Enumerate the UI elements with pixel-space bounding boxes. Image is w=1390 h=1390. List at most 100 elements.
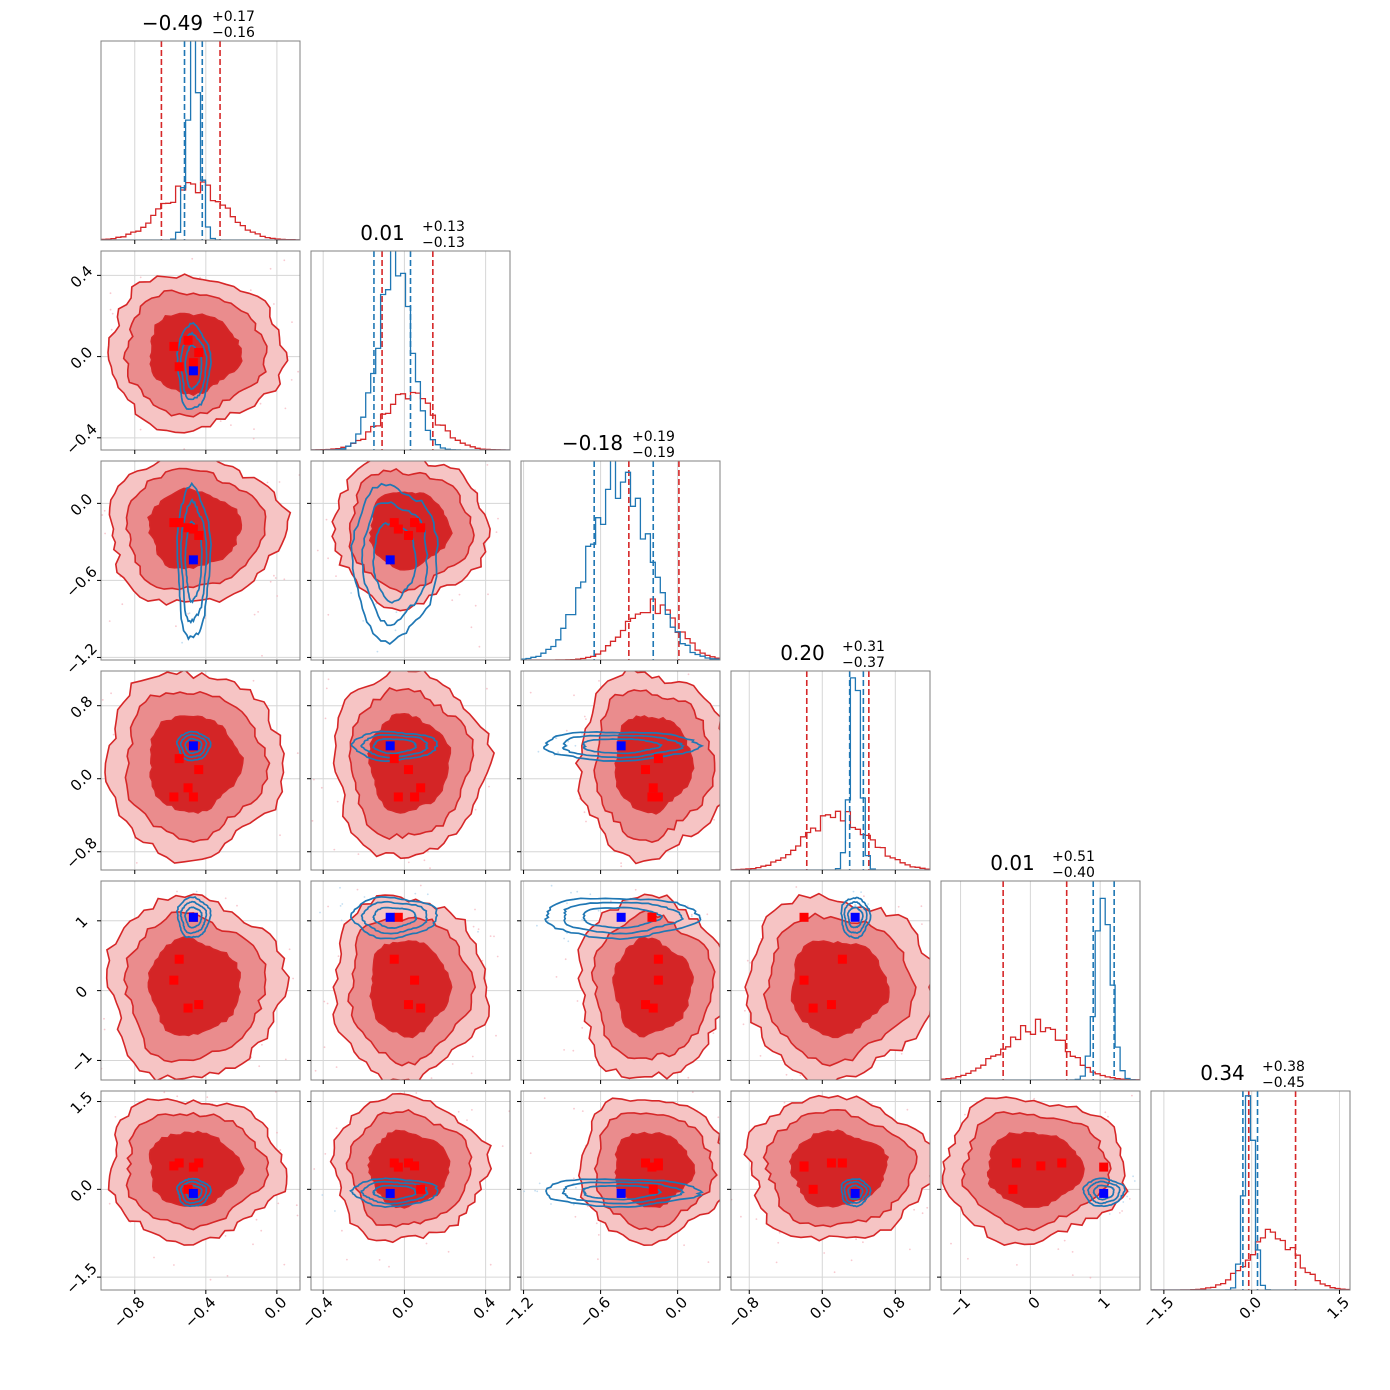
y-tick-label: −1 xyxy=(67,1048,95,1076)
blue-contour xyxy=(840,896,872,939)
scatter-point xyxy=(608,657,610,659)
scatter-point xyxy=(727,760,729,762)
scatter-point xyxy=(277,1202,280,1205)
scatter-point xyxy=(192,663,194,665)
scatter-point xyxy=(573,1107,575,1110)
blue-marker xyxy=(188,555,198,565)
scatter-point xyxy=(722,964,724,966)
red-marker xyxy=(799,912,809,922)
scatter-point xyxy=(224,1235,227,1237)
red-marker xyxy=(403,1000,413,1010)
scatter-point xyxy=(860,891,862,893)
scatter-point xyxy=(573,694,575,697)
scatter-point xyxy=(583,715,586,718)
scatter-point xyxy=(90,488,92,490)
scatter-point xyxy=(415,1092,418,1094)
panel-frame xyxy=(310,670,511,871)
red-marker xyxy=(183,523,193,533)
scatter-point xyxy=(634,888,637,891)
scatter-point xyxy=(219,646,221,648)
red-marker xyxy=(169,792,179,802)
blue-contour xyxy=(184,906,203,929)
red-marker xyxy=(403,530,413,540)
blue-contour xyxy=(360,1180,429,1205)
blue-histogram xyxy=(731,677,930,870)
scatter-point xyxy=(583,811,586,814)
blue-marker xyxy=(385,741,395,751)
scatter-point xyxy=(339,905,342,907)
scatter-point xyxy=(713,818,715,821)
scatter-point xyxy=(799,1074,802,1077)
scatter-point xyxy=(108,1202,111,1205)
scatter-point xyxy=(466,1119,468,1121)
scatter-point xyxy=(620,865,623,868)
contour-panel-4-2 xyxy=(517,880,724,1084)
blue-contour xyxy=(176,730,212,762)
red-marker xyxy=(1057,1158,1067,1168)
scatter-point xyxy=(28,1113,30,1115)
scatter-point xyxy=(529,729,531,731)
scatter-point xyxy=(97,1158,99,1160)
x-tick-label: 1.5 xyxy=(1323,1293,1353,1323)
red-marker xyxy=(389,518,399,528)
panel-frame xyxy=(310,1090,511,1291)
blue-marker xyxy=(616,912,626,922)
scatter-point xyxy=(314,260,316,262)
scatter-point xyxy=(171,663,173,665)
histogram-panel-5: 0.34 +0.38−0.45 −1.5 0.0 1.5 xyxy=(1139,1059,1353,1332)
x-tick-label: 1 xyxy=(1094,1293,1113,1312)
y-tick-label: −1.5 xyxy=(62,1259,100,1297)
scatter-point xyxy=(313,1168,316,1170)
scatter-point xyxy=(944,1070,946,1072)
scatter-point xyxy=(94,1166,96,1168)
blue-contour xyxy=(176,481,212,641)
scatter-point xyxy=(178,443,180,445)
scatter-point xyxy=(854,904,857,907)
scatter-point xyxy=(905,1094,907,1096)
blue-histogram xyxy=(941,897,1140,1080)
blue-contour xyxy=(349,1177,439,1208)
scatter-point xyxy=(943,1056,945,1058)
scatter-point xyxy=(94,556,96,558)
scatter-point xyxy=(24,624,26,626)
y-tick-label: 0.8 xyxy=(67,692,97,722)
scatter-point xyxy=(754,1208,756,1210)
scatter-point xyxy=(921,1212,924,1215)
scatter-point xyxy=(516,531,518,533)
scatter-point xyxy=(274,577,277,579)
blue-contour xyxy=(582,906,663,929)
scatter-point xyxy=(1075,1074,1077,1076)
scatter-point xyxy=(82,482,84,484)
scatter-point xyxy=(342,440,344,442)
scatter-point xyxy=(486,464,489,466)
scatter-point xyxy=(103,1028,106,1031)
scatter-point xyxy=(474,604,477,607)
blue-marker xyxy=(616,741,626,751)
scatter-point xyxy=(318,319,320,321)
scatter-point xyxy=(176,1095,179,1098)
blue-contour xyxy=(372,522,418,604)
scatter-point xyxy=(783,1101,786,1104)
scatter-point xyxy=(934,960,936,962)
red-marker xyxy=(837,1158,847,1168)
scatter-point xyxy=(451,1063,454,1065)
scatter-point xyxy=(478,645,481,648)
scatter-point xyxy=(538,1182,541,1185)
red-marker xyxy=(826,1000,836,1010)
scatter-point xyxy=(337,955,340,958)
panel-title-upper: +0.13 xyxy=(422,219,465,235)
blue-histogram xyxy=(1151,1095,1350,1290)
red-marker xyxy=(410,518,420,528)
red-marker xyxy=(174,1158,184,1168)
panel-title-value: 0.01 xyxy=(360,221,405,245)
scatter-point xyxy=(283,1263,286,1266)
scatter-point xyxy=(924,1194,926,1196)
scatter-point xyxy=(529,1152,532,1155)
scatter-point xyxy=(236,904,238,907)
scatter-point xyxy=(325,687,328,690)
scatter-point xyxy=(543,1097,546,1100)
scatter-point xyxy=(326,453,328,455)
scatter-point xyxy=(547,919,550,922)
scatter-point xyxy=(306,344,308,346)
red-marker xyxy=(183,783,193,793)
